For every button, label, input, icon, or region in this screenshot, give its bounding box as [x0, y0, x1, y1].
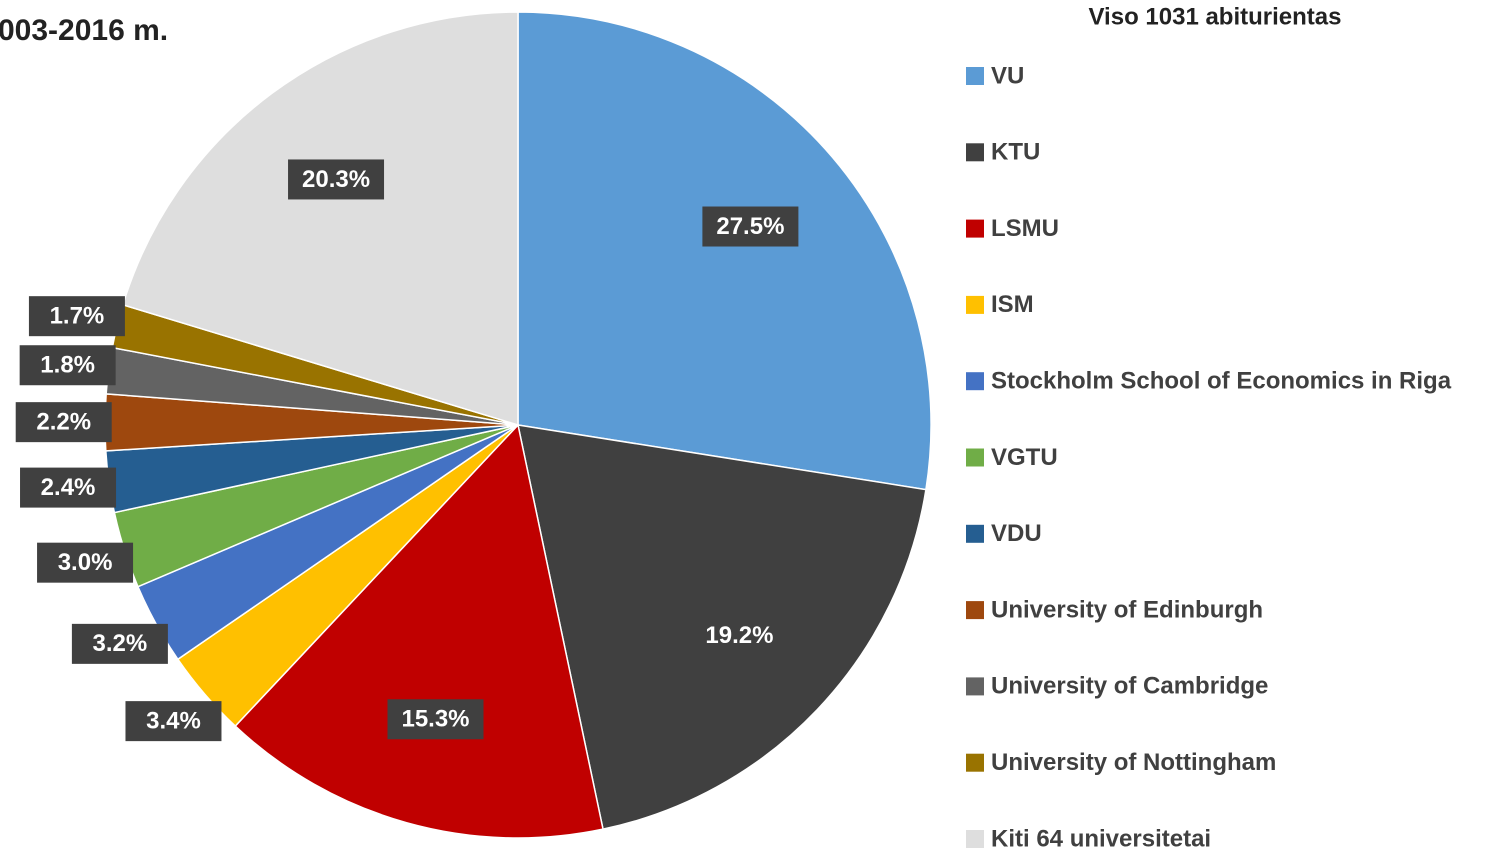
pie-slice — [234, 423, 604, 839]
legend-swatch — [966, 295, 984, 314]
data-label-box — [20, 467, 117, 508]
legend-swatch — [966, 830, 984, 848]
data-label-box — [387, 699, 484, 740]
data-label: 3.4% — [146, 707, 201, 734]
legend-swatch — [966, 67, 984, 85]
data-label-box — [71, 623, 168, 664]
data-label-box — [702, 206, 799, 247]
legend-swatch — [966, 524, 984, 543]
data-label: 1.7% — [50, 303, 105, 330]
legend-swatch — [966, 372, 984, 391]
legend-swatch — [966, 677, 984, 696]
pie-slice — [121, 11, 519, 427]
legend-label: University of Nottingham — [991, 749, 1276, 776]
legend-label: Stockholm School of Economics in Riga — [991, 368, 1452, 395]
legend-label: VU — [991, 62, 1024, 89]
legend-swatch — [966, 601, 984, 620]
data-label-box — [691, 615, 788, 656]
data-label-box — [288, 159, 385, 200]
legend-swatch — [966, 448, 984, 467]
legend-label: ISM — [991, 291, 1034, 318]
legend-label: KTU — [991, 139, 1040, 166]
data-label: 3.2% — [93, 630, 148, 657]
data-label-box — [125, 701, 222, 742]
data-label-box — [15, 402, 112, 443]
data-label: 3.0% — [58, 549, 113, 576]
data-label: 19.2% — [705, 622, 773, 649]
legend-label: LSMU — [991, 215, 1059, 242]
data-label-box — [37, 542, 134, 583]
legend-swatch — [966, 143, 984, 162]
legend-title: Viso 1031 abiturientas — [1088, 3, 1341, 30]
legend-label: Kiti 64 universitetai — [991, 825, 1211, 848]
legend-label: University of Cambridge — [991, 673, 1268, 700]
legend-swatch — [966, 219, 984, 238]
legend-swatch — [966, 753, 984, 772]
data-label: 20.3% — [302, 166, 370, 193]
data-label: 2.4% — [41, 474, 96, 501]
legend-label: VGTU — [991, 444, 1058, 471]
data-label: 1.8% — [40, 352, 95, 379]
legend-label: VDU — [991, 520, 1042, 547]
chart-title: 003-2016 m. — [0, 14, 168, 47]
legend-label: University of Edinburgh — [991, 596, 1263, 623]
data-label: 15.3% — [401, 706, 469, 733]
data-label-box — [19, 345, 116, 386]
pie-slice — [517, 11, 932, 491]
data-label: 2.2% — [36, 408, 91, 435]
data-label: 27.5% — [716, 213, 784, 240]
data-label-box — [28, 296, 125, 337]
